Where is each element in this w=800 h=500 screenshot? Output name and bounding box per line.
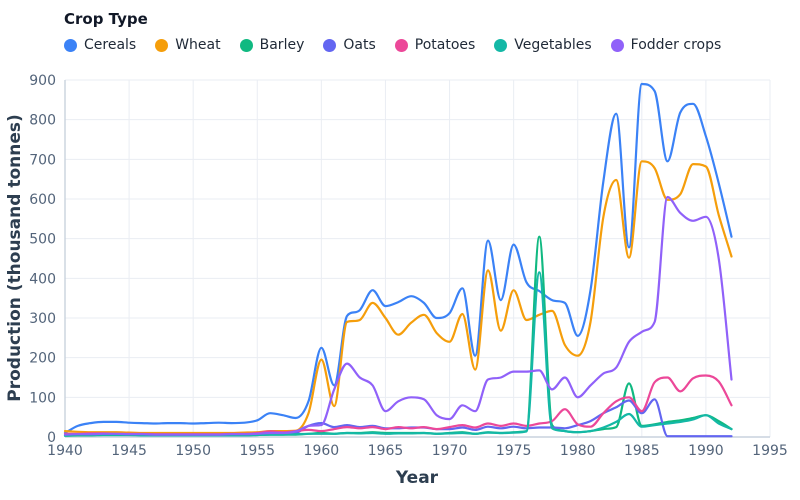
legend: Crop Type Cereals Wheat Barley Oats Potatoes… bbox=[64, 10, 721, 53]
y-tick-label: 700 bbox=[29, 152, 56, 168]
legend-item-potatoes[interactable]: Potatoes bbox=[394, 37, 476, 53]
legend-item-barley[interactable]: Barley bbox=[239, 37, 305, 53]
legend-label: Oats bbox=[343, 37, 376, 53]
y-tick-label: 500 bbox=[29, 232, 56, 248]
x-tick-label: 1980 bbox=[560, 443, 596, 459]
series-line-wheat bbox=[63, 160, 733, 435]
x-tick-label: 1995 bbox=[752, 443, 788, 459]
gridlines bbox=[64, 79, 771, 438]
series-line-potatoes bbox=[63, 374, 733, 436]
legend-label: Fodder crops bbox=[630, 37, 722, 53]
legend-item-vegetables[interactable]: Vegetables bbox=[494, 37, 592, 53]
tick-labels: 0 100 200 300 400 500 600 700 800 900 1940 1945 1950… bbox=[29, 73, 788, 459]
x-tick-label: 1965 bbox=[368, 443, 404, 459]
legend-label: Wheat bbox=[175, 37, 221, 53]
cereals-swatch-icon bbox=[64, 38, 77, 52]
legend-item-oats[interactable]: Oats bbox=[323, 37, 376, 53]
series-line-fodder-crops bbox=[63, 195, 733, 436]
y-tick-label: 100 bbox=[29, 390, 56, 406]
legend-item-cereals[interactable]: Cereals bbox=[64, 37, 136, 53]
potatoes-swatch-icon bbox=[394, 38, 408, 52]
series-lines bbox=[63, 82, 733, 438]
y-tick-label: 800 bbox=[29, 113, 56, 129]
y-tick-label: 400 bbox=[29, 271, 56, 287]
oats-swatch-icon bbox=[323, 38, 337, 52]
x-tick-label: 1945 bbox=[111, 443, 147, 459]
x-tick-label: 1975 bbox=[496, 443, 532, 459]
legend-title: Crop Type bbox=[64, 10, 148, 28]
series-line-cereals bbox=[63, 82, 733, 435]
legend-items: Cereals Wheat Barley Oats Potatoes Vegetables… bbox=[64, 37, 721, 53]
y-tick-label: 200 bbox=[29, 351, 56, 367]
y-tick-label: 0 bbox=[47, 430, 56, 446]
y-tick-label: 300 bbox=[29, 311, 56, 327]
series-line-vegetables bbox=[63, 271, 733, 437]
x-tick-label: 1985 bbox=[624, 443, 660, 459]
wheat-swatch-icon bbox=[155, 38, 169, 52]
x-tick-label: 1990 bbox=[688, 443, 724, 459]
legend-item-fodder-crops[interactable]: Fodder crops bbox=[610, 37, 722, 53]
barley-swatch-icon bbox=[239, 38, 253, 52]
fodder-crops-swatch-icon bbox=[610, 38, 624, 52]
series-line-barley bbox=[63, 235, 733, 437]
y-tick-label: 900 bbox=[29, 73, 56, 89]
y-axis-title: Production (thousand tonnes) bbox=[5, 114, 25, 402]
series-line-oats bbox=[63, 398, 733, 438]
x-axis-title: Year bbox=[395, 468, 439, 488]
x-tick-label: 1955 bbox=[239, 443, 275, 459]
legend-item-wheat[interactable]: Wheat bbox=[155, 37, 221, 53]
legend-label: Potatoes bbox=[414, 37, 476, 53]
legend-label: Cereals bbox=[84, 37, 137, 53]
legend-label: Barley bbox=[259, 37, 305, 53]
axis-lines bbox=[64, 80, 770, 438]
x-tick-label: 1950 bbox=[175, 443, 211, 459]
x-tick-label: 1940 bbox=[47, 443, 83, 459]
y-tick-label: 600 bbox=[29, 192, 56, 208]
vegetables-swatch-icon bbox=[494, 38, 508, 52]
legend-label: Vegetables bbox=[514, 37, 592, 53]
x-tick-label: 1960 bbox=[304, 443, 340, 459]
x-tick-label: 1970 bbox=[432, 443, 468, 459]
